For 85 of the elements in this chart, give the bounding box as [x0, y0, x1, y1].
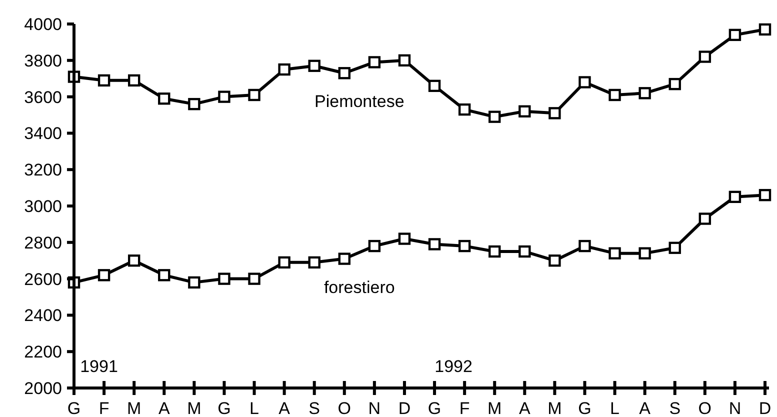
point [638, 87, 651, 100]
point [188, 98, 200, 110]
point [668, 242, 681, 254]
point [518, 245, 531, 258]
x-tick-label: O [698, 399, 712, 417]
point [98, 269, 110, 282]
x-tick-label: N [728, 399, 742, 417]
point [248, 88, 260, 102]
point [578, 76, 591, 88]
x-tick-label: G [578, 399, 592, 417]
x-tick-label: F [98, 399, 110, 417]
point [578, 240, 591, 252]
point [218, 90, 230, 103]
point [758, 23, 772, 36]
series-label: forestiero [324, 278, 395, 297]
y-tick-label: 3000 [24, 196, 62, 216]
x-tick-label: A [278, 399, 291, 417]
x-tick-label: D [758, 399, 772, 417]
point [158, 269, 170, 282]
series-label: Piemontese [314, 92, 404, 112]
point [398, 232, 411, 245]
y-tick-label: 3600 [24, 88, 62, 107]
y-tick-label: 4000 [24, 14, 62, 34]
x-tick-label: M [488, 399, 502, 417]
x-tick-label: M [187, 399, 202, 417]
y-tick-label: 2800 [24, 233, 62, 252]
point [128, 74, 140, 87]
point [638, 247, 651, 260]
point [308, 256, 320, 269]
x-tick-label: A [639, 399, 652, 417]
point [608, 88, 621, 102]
y-tick-label: 3800 [24, 51, 62, 70]
point [698, 212, 712, 225]
point [428, 80, 441, 92]
x-tick-label: M [548, 399, 562, 417]
point [128, 254, 140, 267]
point [188, 276, 200, 289]
x-tick-label: S [669, 399, 681, 417]
x-tick-label: O [338, 399, 352, 417]
annotation: 1992 [434, 357, 472, 376]
x-tick-label: M [127, 399, 142, 417]
point [368, 240, 381, 252]
x-tick-label: L [610, 399, 620, 417]
x-tick-label: G [428, 399, 442, 417]
point [698, 50, 712, 63]
point [728, 190, 742, 203]
y-tick-label: 2400 [24, 306, 62, 326]
y-tick-label: 3400 [24, 124, 62, 144]
point [278, 63, 290, 76]
point [278, 256, 290, 269]
x-tick-label: G [218, 399, 231, 417]
x-tick-label: F [459, 399, 470, 417]
x-tick-label: N [368, 399, 381, 417]
point [608, 247, 621, 260]
point [758, 188, 772, 202]
x-tick-label: D [398, 399, 411, 417]
annotation: 1991 [80, 357, 118, 376]
point [728, 28, 742, 42]
point [548, 254, 561, 267]
point [458, 240, 471, 252]
point [158, 92, 170, 105]
point [98, 74, 110, 87]
y-tick-label: 2000 [24, 378, 62, 398]
point [548, 107, 561, 120]
y-tick-label: 2200 [24, 342, 62, 362]
x-tick-label: G [67, 399, 81, 417]
point [368, 56, 381, 68]
y-tick-label: 2600 [24, 270, 62, 289]
point [518, 105, 531, 118]
x-tick-label: A [518, 399, 531, 417]
point [338, 67, 350, 80]
point [458, 103, 471, 116]
point [338, 252, 350, 265]
point [488, 245, 501, 258]
point [308, 60, 320, 72]
x-tick-label: L [250, 399, 259, 417]
x-tick-label: S [308, 399, 320, 417]
point [398, 54, 411, 66]
point [428, 238, 441, 250]
x-tick-label: A [158, 399, 170, 417]
point [668, 78, 681, 90]
y-tick-label: 3200 [24, 160, 62, 180]
point [488, 110, 501, 123]
point [248, 272, 260, 285]
point [218, 272, 230, 285]
